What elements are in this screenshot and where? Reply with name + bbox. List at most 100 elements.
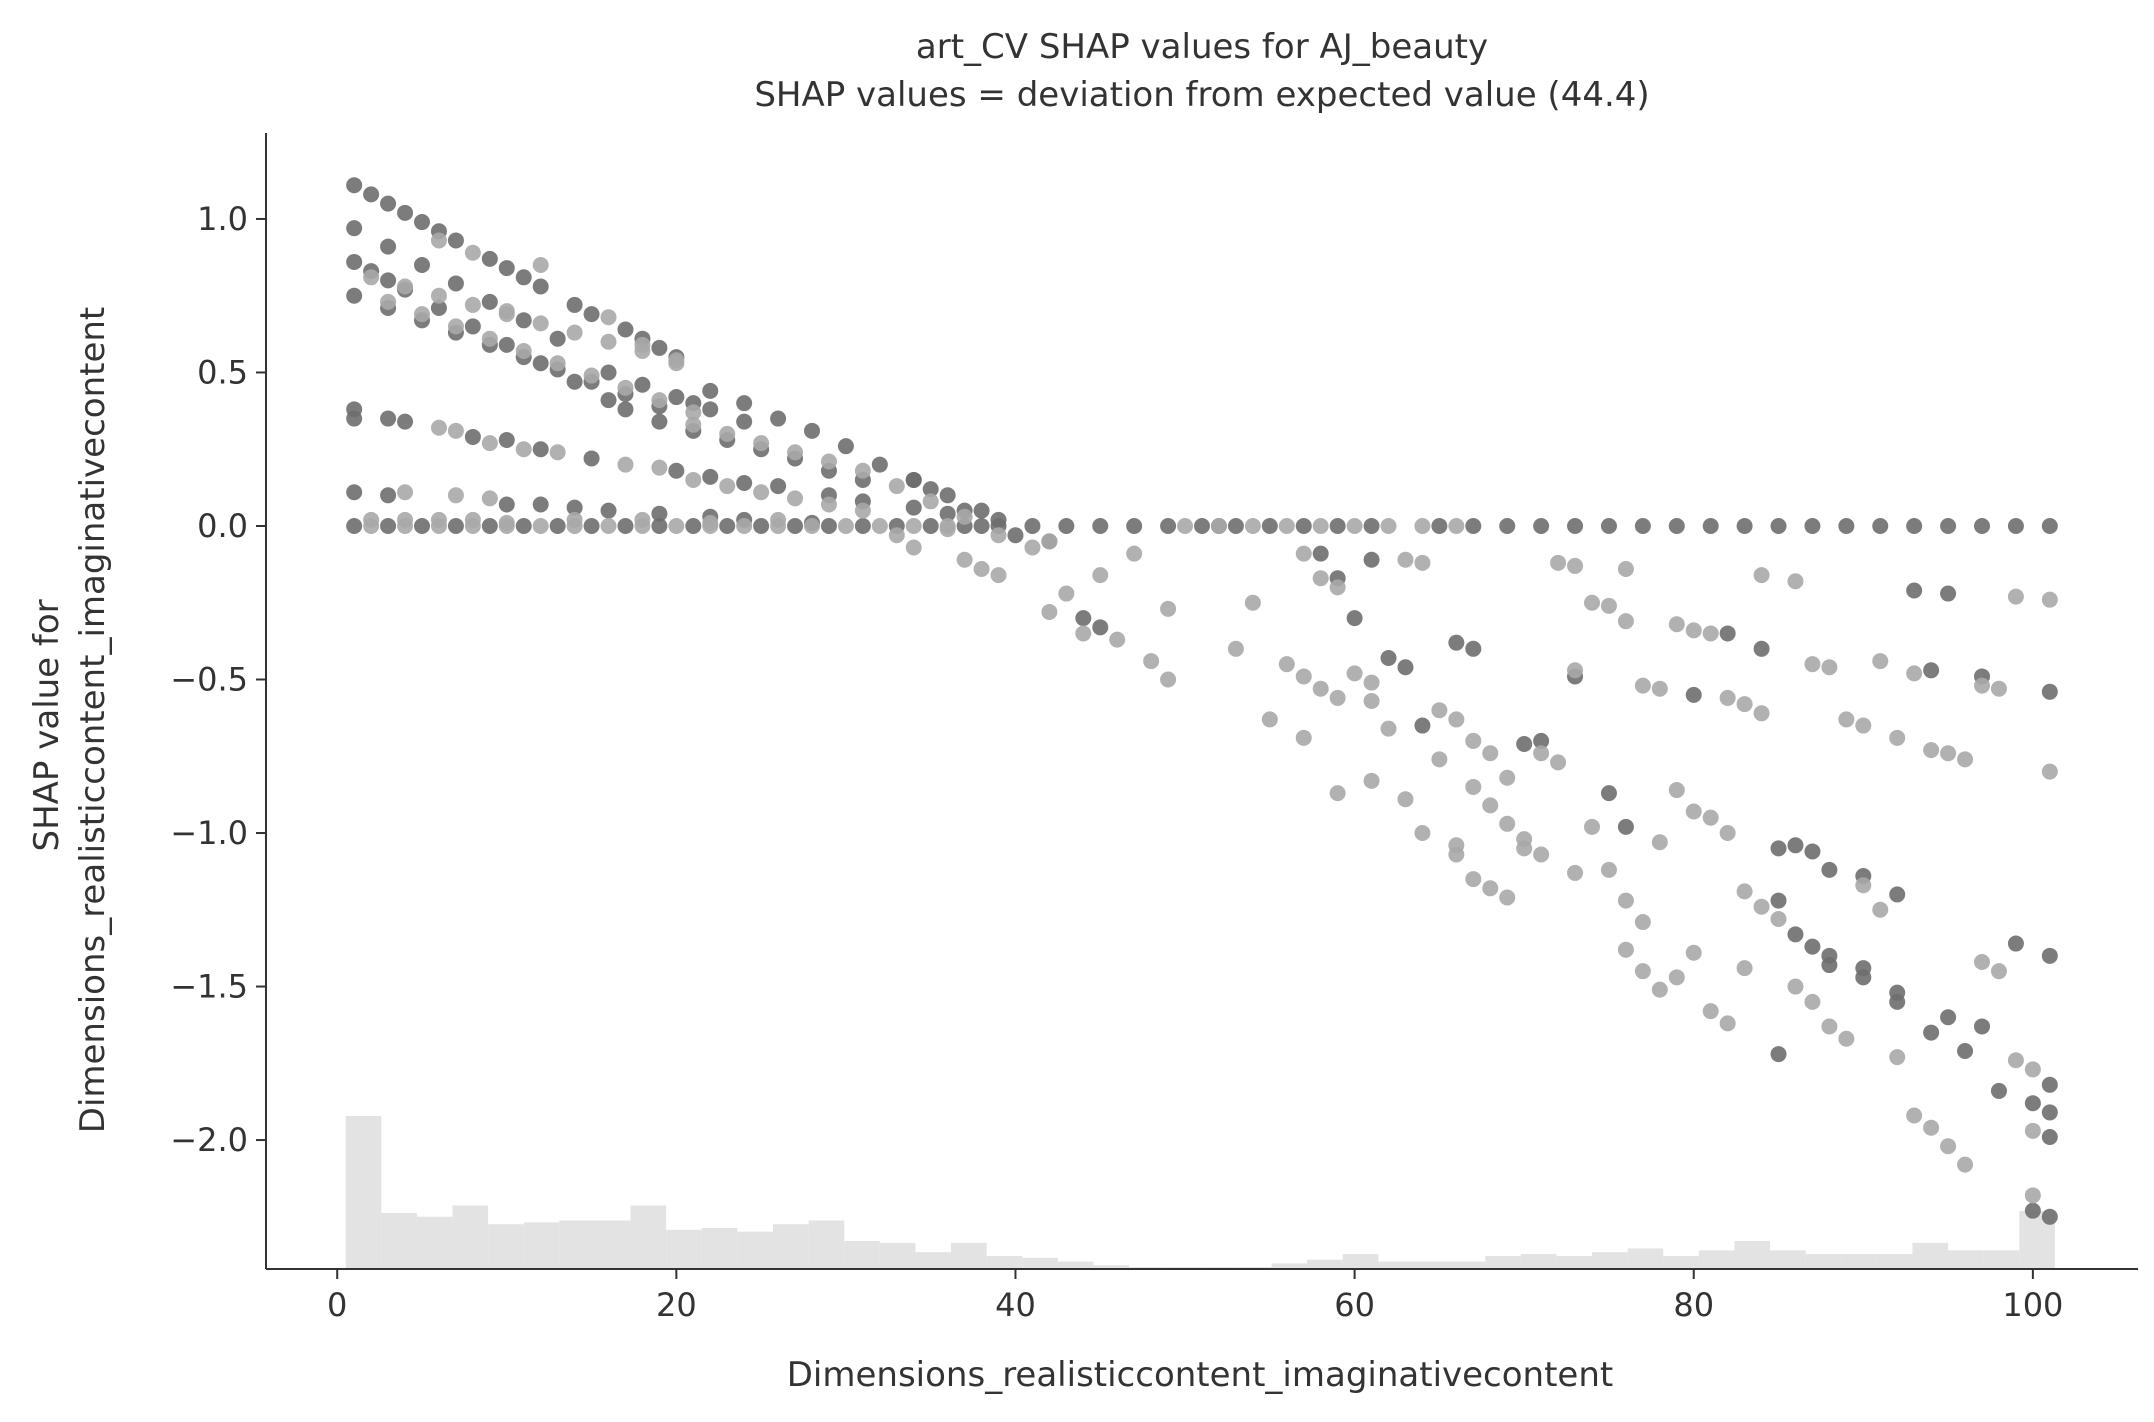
- shap-point: [532, 278, 549, 295]
- shap-point: [414, 257, 430, 274]
- shap-point: [600, 364, 617, 381]
- shap-point: [1702, 809, 1719, 826]
- shap-point: [1770, 1046, 1787, 1063]
- histogram-bar: [1770, 1250, 1806, 1269]
- shap-point: [600, 309, 617, 326]
- shap-point: [1872, 653, 1889, 670]
- chart-title: art_CV SHAP values for AJ_beauty: [916, 27, 1488, 67]
- shap-point: [1634, 914, 1651, 931]
- shap-point: [380, 410, 397, 427]
- shap-point: [871, 517, 888, 534]
- shap-point: [549, 517, 566, 534]
- shap-point: [1329, 579, 1346, 596]
- histogram-bar: [1841, 1254, 1877, 1269]
- shap-point: [1736, 960, 1753, 977]
- shap-point: [1753, 640, 1770, 657]
- shap-point: [1363, 693, 1380, 709]
- shap-point: [346, 177, 363, 194]
- histogram-bar: [1698, 1250, 1735, 1269]
- shap-point: [1075, 625, 1092, 642]
- shap-point: [430, 300, 447, 317]
- shap-point: [380, 238, 397, 255]
- histogram: [345, 1116, 2055, 1269]
- shap-point: [1974, 953, 1990, 970]
- shap-point: [1617, 892, 1634, 909]
- shap-point: [515, 269, 532, 286]
- shap-point: [753, 484, 770, 501]
- shap-point: [600, 502, 617, 519]
- shap-point: [1974, 1018, 1990, 1035]
- shap-point: [617, 321, 634, 338]
- shap-point: [464, 428, 481, 445]
- shap-point: [719, 517, 736, 534]
- shap-point: [2007, 1052, 2024, 1069]
- shap-point: [1685, 686, 1702, 703]
- shap-point: [1329, 689, 1346, 706]
- shap-point: [837, 438, 854, 455]
- shap-point: [1838, 1030, 1855, 1047]
- histogram-bar: [1271, 1263, 1308, 1269]
- shap-point: [1499, 517, 1516, 534]
- shap-point: [430, 232, 447, 249]
- y-tick-label: 1.0: [197, 200, 248, 238]
- shap-point: [1295, 517, 1312, 534]
- shap-point: [1363, 517, 1380, 534]
- shap-point: [973, 517, 990, 534]
- histogram-bar: [737, 1231, 773, 1269]
- shap-point: [1821, 659, 1838, 676]
- shap-point: [346, 410, 363, 427]
- shap-point: [498, 303, 515, 320]
- shap-point: [447, 487, 464, 504]
- shap-point: [617, 401, 634, 418]
- shap-point: [804, 422, 820, 439]
- shap-point: [837, 517, 854, 534]
- shap-point: [668, 389, 685, 406]
- histogram-bar: [986, 1255, 1023, 1269]
- shap-point: [990, 511, 1007, 528]
- shap-point: [414, 306, 430, 323]
- shap-point: [1957, 751, 1974, 768]
- shap-point: [481, 490, 498, 507]
- histogram-bar: [1485, 1255, 1521, 1269]
- shap-point: [1940, 1138, 1957, 1155]
- shap-point: [1617, 613, 1634, 630]
- shap-point: [1194, 517, 1210, 534]
- histogram-bar: [1057, 1261, 1094, 1269]
- shap-point: [1923, 1024, 1940, 1041]
- histogram-bar: [808, 1220, 845, 1269]
- shap-point: [600, 333, 617, 350]
- shap-point: [1821, 1018, 1838, 1035]
- shap-point: [651, 339, 668, 356]
- histogram-bar: [1520, 1254, 1557, 1269]
- shap-point: [1990, 963, 2007, 980]
- shap-point: [380, 195, 397, 212]
- shap-point: [1533, 732, 1550, 749]
- shap-point: [2041, 1104, 2058, 1121]
- shap-point: [532, 355, 549, 372]
- shap-point: [1889, 1049, 1906, 1066]
- shap-point: [651, 517, 668, 534]
- shap-point: [617, 517, 634, 534]
- shap-point: [481, 435, 498, 452]
- shap-point: [481, 250, 498, 267]
- scatter-points: [346, 177, 2058, 1225]
- shap-point: [397, 204, 414, 221]
- shap-point: [1804, 843, 1821, 860]
- shap-point: [1736, 696, 1753, 713]
- shap-point: [1312, 517, 1329, 534]
- shap-point: [1617, 941, 1634, 958]
- shap-point: [990, 567, 1007, 584]
- shap-point: [1227, 640, 1244, 657]
- histogram-bar: [488, 1224, 524, 1269]
- shap-point: [583, 450, 600, 467]
- shap-point: [1736, 517, 1753, 534]
- shap-point: [430, 287, 447, 304]
- y-tick-label: 0.5: [197, 353, 248, 391]
- shap-point: [447, 232, 464, 249]
- shap-point: [1092, 517, 1109, 534]
- shap-point: [1380, 517, 1397, 534]
- shap-point: [1363, 674, 1380, 691]
- shap-point: [1431, 702, 1448, 719]
- shap-point: [1363, 551, 1380, 568]
- shap-point: [668, 352, 685, 369]
